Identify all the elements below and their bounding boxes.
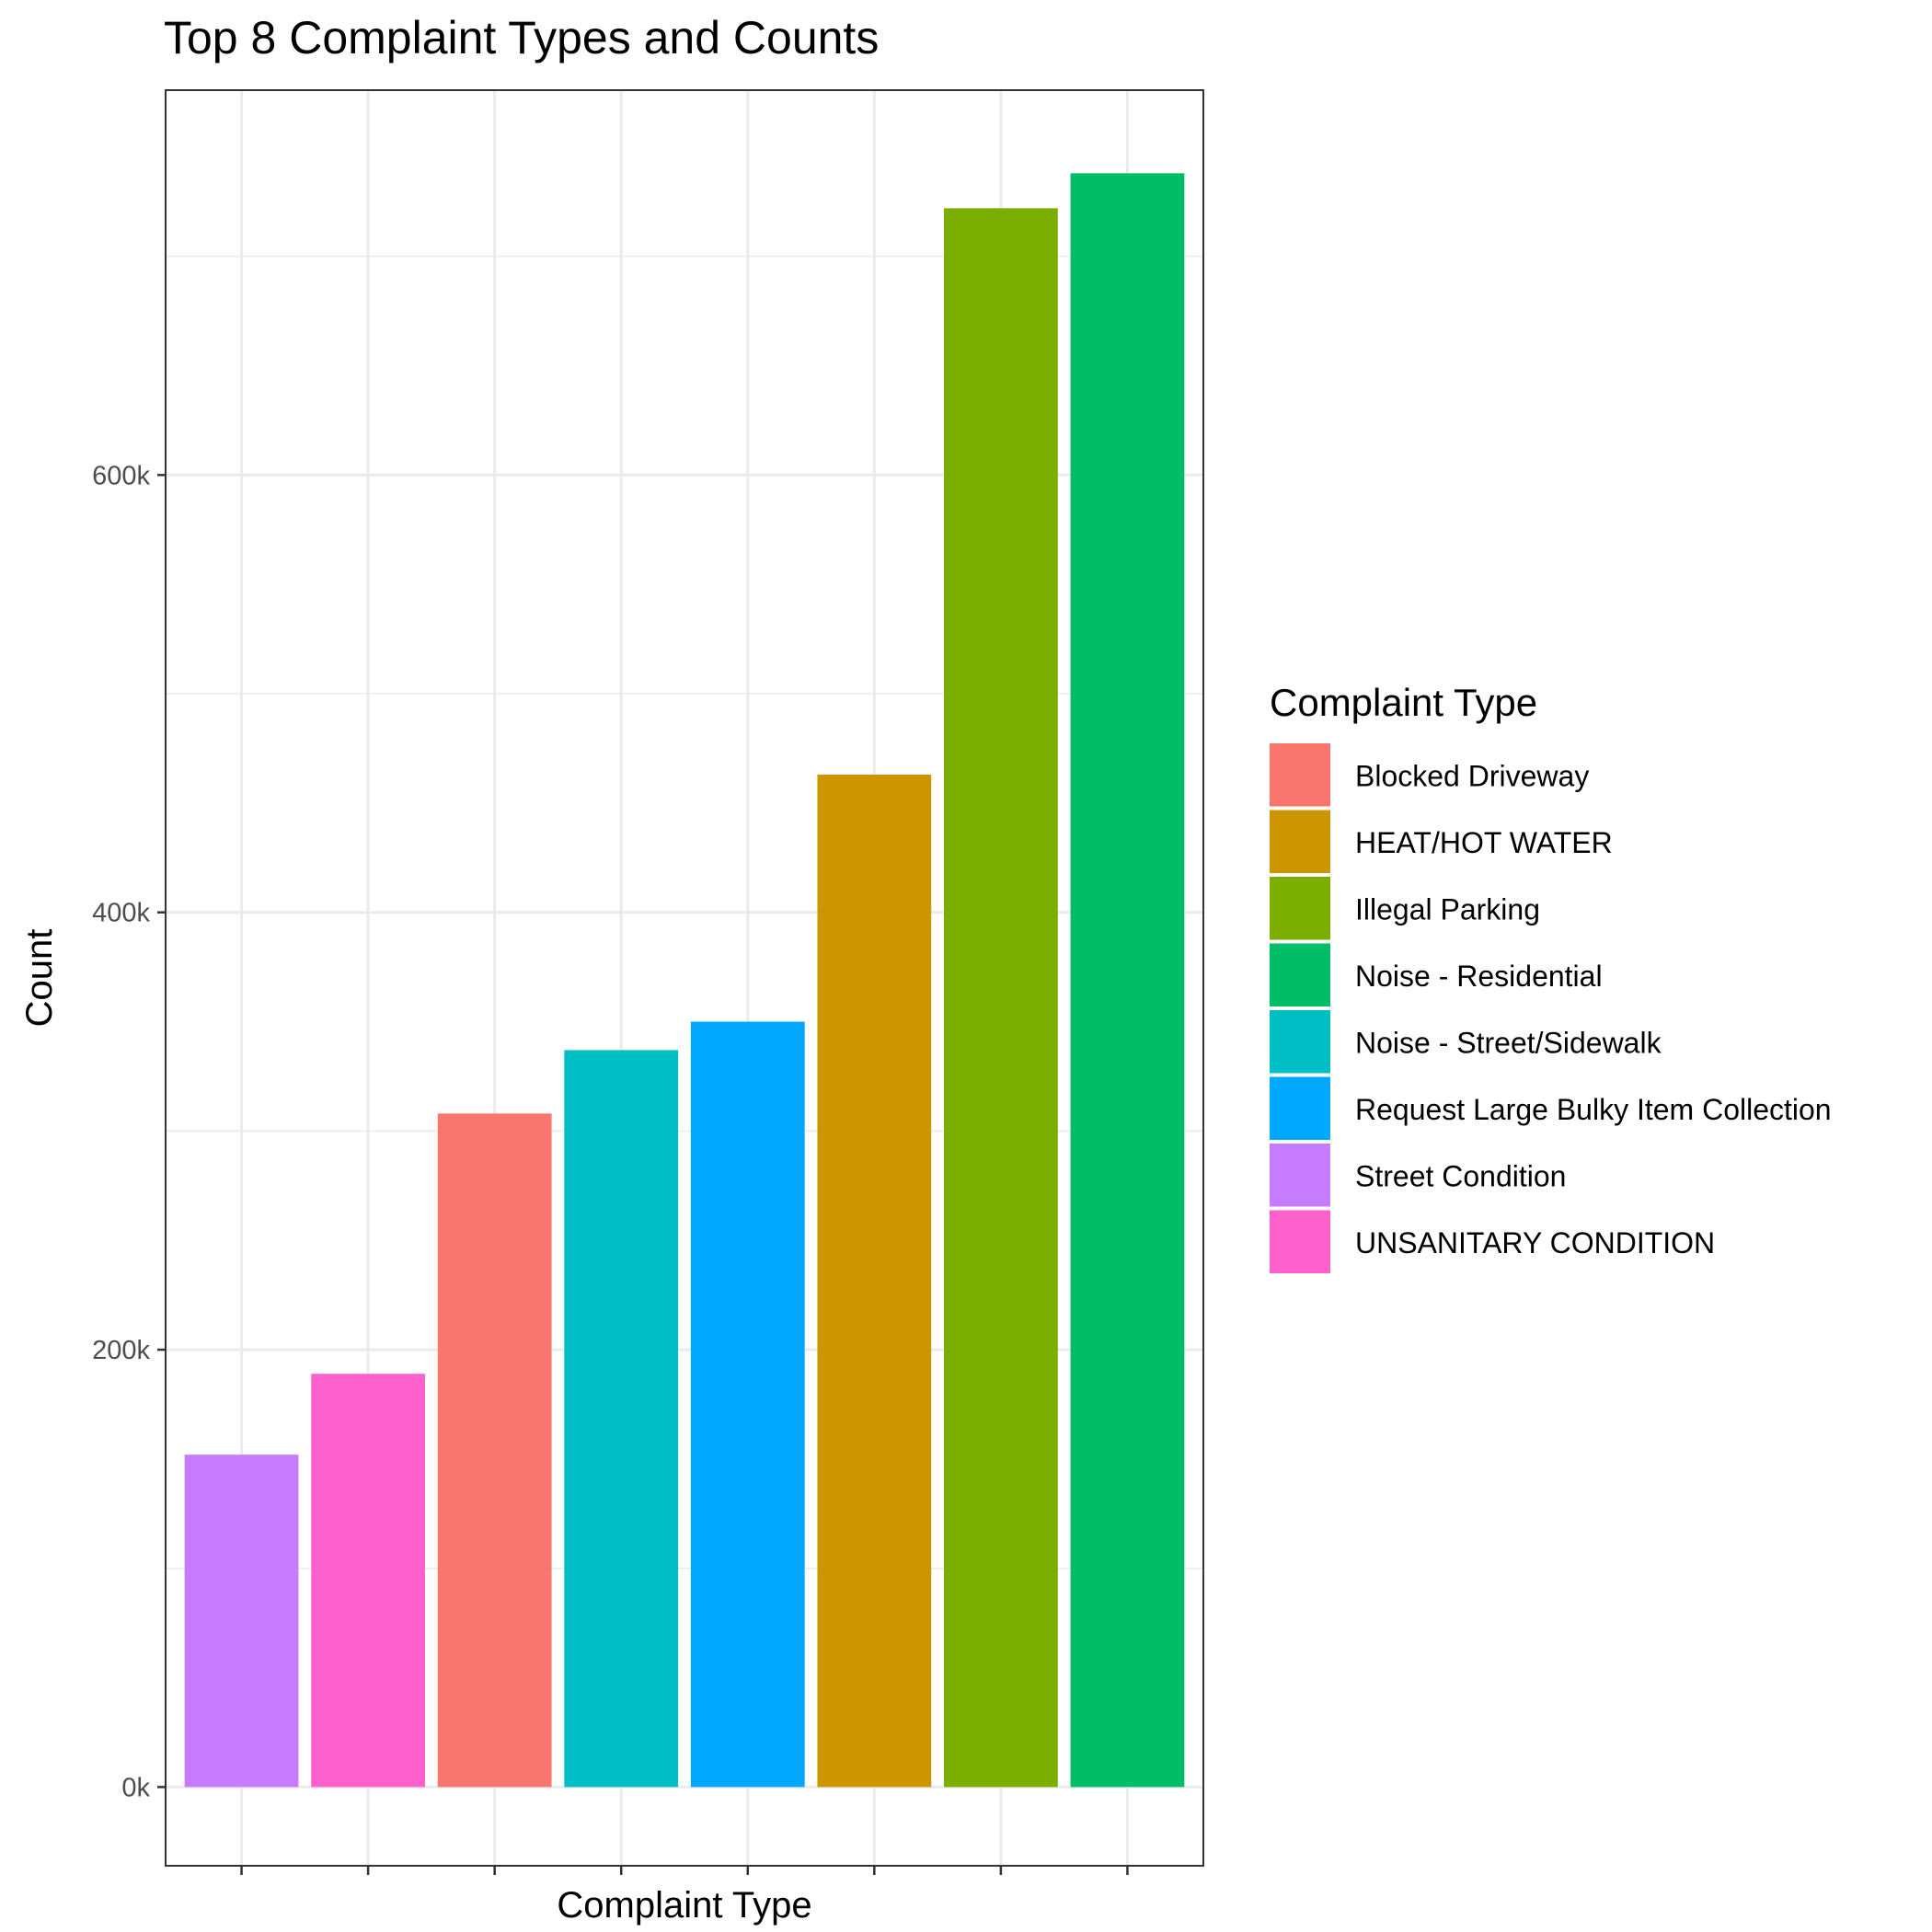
legend-item: Blocked Driveway [1270,743,1589,807]
legend-item: Request Large Bulky Item Collection [1270,1076,1832,1140]
legend-key [1270,810,1330,873]
legend-label: Noise - Street/Sidewalk [1355,1026,1662,1059]
legend-label: HEAT/HOT WATER [1355,826,1613,859]
legend: Complaint Type Blocked Driveway HEAT/HOT … [1270,681,1832,1273]
plot-panel [165,89,1204,1867]
legend-item: Street Condition [1270,1144,1566,1207]
legend-items: Blocked Driveway HEAT/HOT WATER Illegal Pa… [1270,743,1832,1273]
x-axis [240,1866,1129,1875]
y-tick-label: 200k [92,1336,150,1365]
legend-label: Blocked Driveway [1355,759,1589,792]
y-axis-title: Count [19,929,60,1028]
legend-item: UNSANITARY CONDITION [1270,1210,1715,1273]
bar [817,774,932,1788]
bar [311,1374,425,1788]
legend-title: Complaint Type [1270,681,1537,724]
y-axis: 0k 200k 400k 600k [92,461,166,1802]
bar [184,1455,299,1788]
legend-key [1270,943,1330,1006]
legend-item: HEAT/HOT WATER [1270,810,1613,873]
legend-label: Street Condition [1355,1159,1566,1192]
legend-key [1270,1076,1330,1140]
legend-label: UNSANITARY CONDITION [1355,1226,1715,1259]
chart-title: Top 8 Complaint Types and Counts [164,12,879,63]
bar [690,1021,805,1788]
plot-border [165,89,1204,1867]
bar [437,1113,552,1788]
bar [564,1050,679,1788]
legend-key [1270,877,1330,940]
legend-item: Noise - Residential [1270,943,1603,1006]
legend-label: Illegal Parking [1355,892,1540,926]
y-tick-label: 600k [92,461,150,490]
x-axis-title: Complaint Type [557,1885,811,1926]
legend-label: Noise - Residential [1355,960,1603,993]
legend-item: Noise - Street/Sidewalk [1270,1010,1662,1074]
bars [184,173,1185,1788]
legend-key [1270,1144,1330,1207]
y-tick-label: 0k [121,1773,150,1802]
legend-label: Request Large Bulky Item Collection [1355,1093,1832,1126]
legend-key [1270,1210,1330,1273]
y-tick-label: 400k [92,899,150,928]
legend-item: Illegal Parking [1270,877,1540,940]
bar [944,208,1058,1788]
bar [1070,173,1185,1788]
legend-key [1270,743,1330,807]
legend-key [1270,1010,1330,1074]
